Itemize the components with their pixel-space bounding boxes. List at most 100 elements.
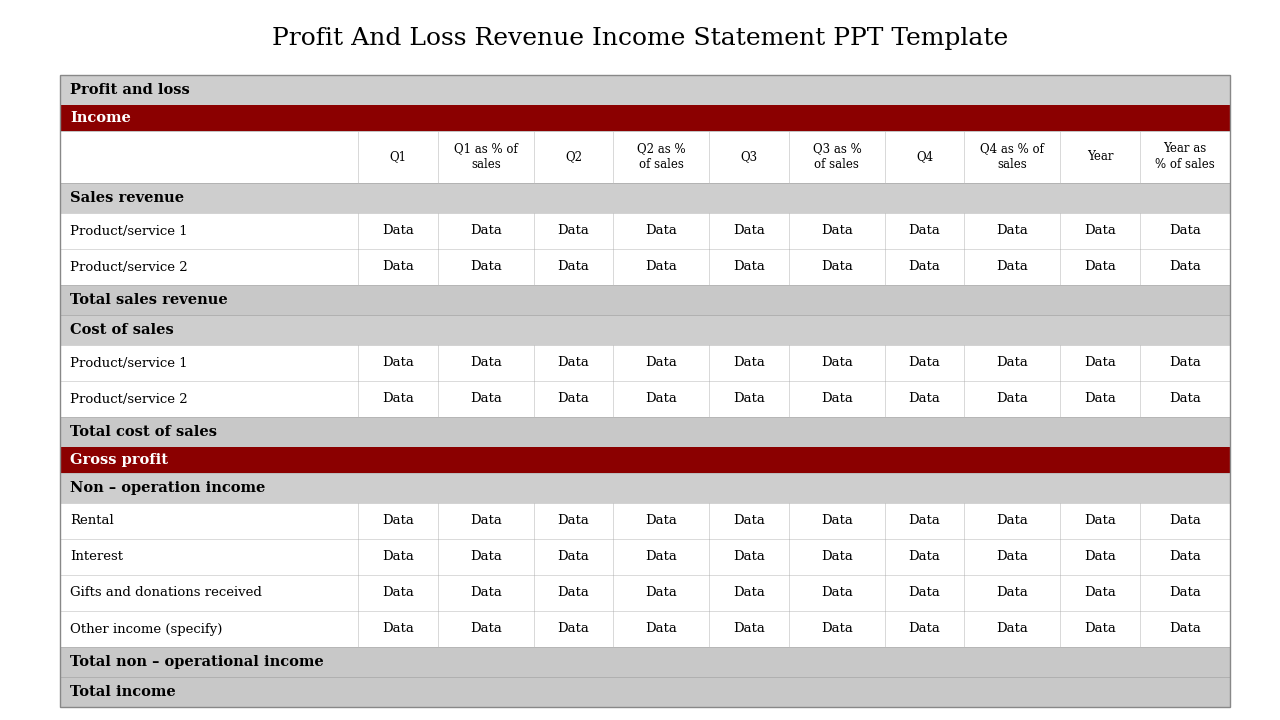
Text: Data: Data — [470, 623, 502, 636]
Text: Data: Data — [1169, 623, 1201, 636]
Bar — [60, 249, 1230, 285]
Text: Data: Data — [909, 623, 941, 636]
Text: Year as
% of sales: Year as % of sales — [1155, 143, 1215, 171]
Text: Interest: Interest — [70, 551, 123, 564]
Text: Data: Data — [1169, 261, 1201, 274]
Text: Data: Data — [1169, 356, 1201, 369]
Bar — [60, 503, 1230, 539]
Text: Data: Data — [996, 392, 1028, 405]
Text: Data: Data — [558, 392, 590, 405]
Bar — [60, 75, 1230, 105]
Text: Product/service 2: Product/service 2 — [70, 392, 188, 405]
Text: Data: Data — [820, 515, 852, 528]
Text: Data: Data — [820, 623, 852, 636]
Text: Data: Data — [1169, 225, 1201, 238]
Text: Profit And Loss Revenue Income Statement PPT Template: Profit And Loss Revenue Income Statement… — [271, 27, 1009, 50]
Text: Data: Data — [383, 356, 413, 369]
Text: Data: Data — [1169, 515, 1201, 528]
Text: Data: Data — [733, 392, 765, 405]
Text: Cost of sales: Cost of sales — [70, 323, 174, 337]
Text: Total non – operational income: Total non – operational income — [70, 655, 324, 669]
Bar — [60, 213, 1230, 249]
Text: Q2: Q2 — [566, 150, 582, 163]
Bar — [60, 75, 1230, 707]
Text: Data: Data — [733, 551, 765, 564]
Text: Data: Data — [996, 515, 1028, 528]
Text: Data: Data — [558, 225, 590, 238]
Text: Data: Data — [470, 261, 502, 274]
Text: Data: Data — [645, 515, 677, 528]
Text: Data: Data — [645, 225, 677, 238]
Text: Data: Data — [558, 623, 590, 636]
Bar — [60, 315, 1230, 345]
Bar — [60, 381, 1230, 417]
Text: Data: Data — [996, 356, 1028, 369]
Text: Income: Income — [70, 111, 131, 125]
Text: Data: Data — [383, 623, 413, 636]
Text: Data: Data — [1084, 392, 1116, 405]
Text: Data: Data — [1084, 551, 1116, 564]
Text: Data: Data — [383, 261, 413, 274]
Text: Data: Data — [996, 225, 1028, 238]
Text: Data: Data — [383, 225, 413, 238]
Text: Non – operation income: Non – operation income — [70, 481, 265, 495]
Text: Total income: Total income — [70, 685, 175, 699]
Bar — [60, 183, 1230, 213]
Text: Q4 as % of
sales: Q4 as % of sales — [980, 143, 1044, 171]
Text: Data: Data — [383, 587, 413, 600]
Text: Data: Data — [909, 587, 941, 600]
Text: Data: Data — [733, 623, 765, 636]
Text: Data: Data — [558, 587, 590, 600]
Text: Data: Data — [558, 356, 590, 369]
Text: Data: Data — [996, 551, 1028, 564]
Text: Sales revenue: Sales revenue — [70, 191, 184, 205]
Text: Data: Data — [909, 261, 941, 274]
Text: Product/service 1: Product/service 1 — [70, 356, 188, 369]
Text: Data: Data — [470, 356, 502, 369]
Text: Data: Data — [645, 551, 677, 564]
Text: Q1 as % of
sales: Q1 as % of sales — [454, 143, 517, 171]
Text: Data: Data — [645, 356, 677, 369]
Text: Data: Data — [820, 356, 852, 369]
Text: Data: Data — [820, 551, 852, 564]
Text: Data: Data — [733, 587, 765, 600]
Text: Profit and loss: Profit and loss — [70, 83, 189, 97]
Text: Data: Data — [470, 225, 502, 238]
Text: Data: Data — [1084, 225, 1116, 238]
Bar — [60, 285, 1230, 315]
Text: Data: Data — [470, 392, 502, 405]
Text: Data: Data — [1169, 392, 1201, 405]
Text: Data: Data — [1169, 551, 1201, 564]
Text: Data: Data — [645, 587, 677, 600]
Text: Data: Data — [909, 551, 941, 564]
Text: Q3 as %
of sales: Q3 as % of sales — [813, 143, 861, 171]
Text: Gifts and donations received: Gifts and donations received — [70, 587, 262, 600]
Text: Total sales revenue: Total sales revenue — [70, 293, 228, 307]
Text: Data: Data — [383, 392, 413, 405]
Text: Data: Data — [1084, 356, 1116, 369]
Text: Data: Data — [383, 515, 413, 528]
Text: Data: Data — [645, 261, 677, 274]
Text: Data: Data — [645, 392, 677, 405]
Text: Year: Year — [1087, 150, 1114, 163]
Text: Data: Data — [1084, 515, 1116, 528]
Text: Data: Data — [558, 551, 590, 564]
Text: Data: Data — [820, 392, 852, 405]
Bar — [60, 345, 1230, 381]
Text: Data: Data — [996, 261, 1028, 274]
Text: Q4: Q4 — [916, 150, 933, 163]
Bar — [60, 539, 1230, 575]
Text: Data: Data — [733, 261, 765, 274]
Text: Gross profit: Gross profit — [70, 453, 168, 467]
Text: Data: Data — [645, 623, 677, 636]
Text: Data: Data — [383, 551, 413, 564]
Text: Data: Data — [1169, 587, 1201, 600]
Text: Rental: Rental — [70, 515, 114, 528]
Text: Q1: Q1 — [389, 150, 407, 163]
Text: Data: Data — [733, 225, 765, 238]
Text: Data: Data — [909, 356, 941, 369]
Text: Data: Data — [558, 515, 590, 528]
Bar — [60, 677, 1230, 707]
Bar — [60, 131, 1230, 183]
Text: Data: Data — [1084, 261, 1116, 274]
